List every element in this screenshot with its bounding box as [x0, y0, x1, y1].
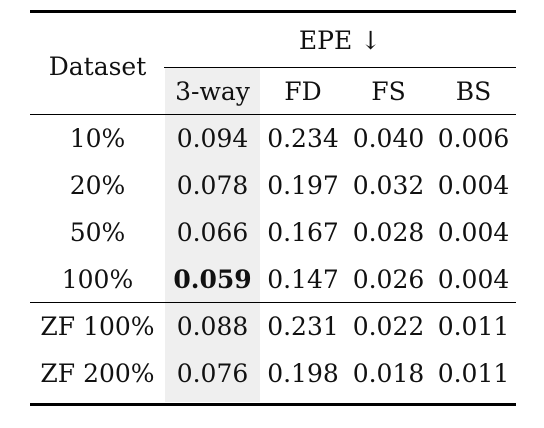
cell-bs: 0.011 [437, 359, 510, 388]
cell-3-way-best: 0.059 [173, 265, 252, 294]
row-label: 10% [69, 124, 126, 153]
cell-fd: 0.231 [267, 312, 339, 341]
cell-3-way: 0.094 [176, 124, 249, 153]
cell-bs: 0.004 [437, 218, 510, 247]
row-label: 100% [61, 265, 134, 294]
cell-fs: 0.022 [352, 312, 425, 341]
cell-fd: 0.234 [267, 124, 339, 153]
cell-bs: 0.004 [437, 265, 510, 294]
cell-bs: 0.011 [437, 312, 510, 341]
cell-bs: 0.006 [437, 124, 510, 153]
cell-fd: 0.167 [267, 218, 339, 247]
row-label: 20% [69, 171, 126, 200]
row-label: ZF 100% [40, 312, 155, 341]
bottom-rule [30, 403, 516, 406]
cell-fd: 0.147 [267, 265, 339, 294]
top-rule [30, 10, 516, 13]
header-dataset: Dataset [48, 52, 147, 81]
cell-bs: 0.004 [437, 171, 510, 200]
header-fd: FD [284, 77, 322, 106]
cell-fs: 0.040 [352, 124, 425, 153]
header-bs: BS [455, 77, 492, 106]
section-rule [30, 302, 516, 304]
row-label: 50% [69, 218, 126, 247]
cell-fs: 0.028 [352, 218, 425, 247]
row-label: ZF 200% [40, 359, 155, 388]
cell-fd: 0.197 [267, 171, 339, 200]
cell-fs: 0.032 [352, 171, 425, 200]
cell-fs: 0.026 [352, 265, 425, 294]
cell-3-way: 0.076 [176, 359, 249, 388]
header-3-way: 3-way [175, 77, 250, 106]
cell-3-way: 0.078 [176, 171, 249, 200]
cell-3-way: 0.066 [176, 218, 249, 247]
cell-fs: 0.018 [352, 359, 425, 388]
header-rule [30, 114, 516, 116]
highlight-column-3-way [165, 68, 260, 402]
group-underline [164, 67, 516, 69]
cell-fd: 0.198 [267, 359, 339, 388]
cell-3-way: 0.088 [176, 312, 249, 341]
header-epe: EPE ↓ [298, 26, 382, 55]
header-fs: FS [371, 77, 406, 106]
